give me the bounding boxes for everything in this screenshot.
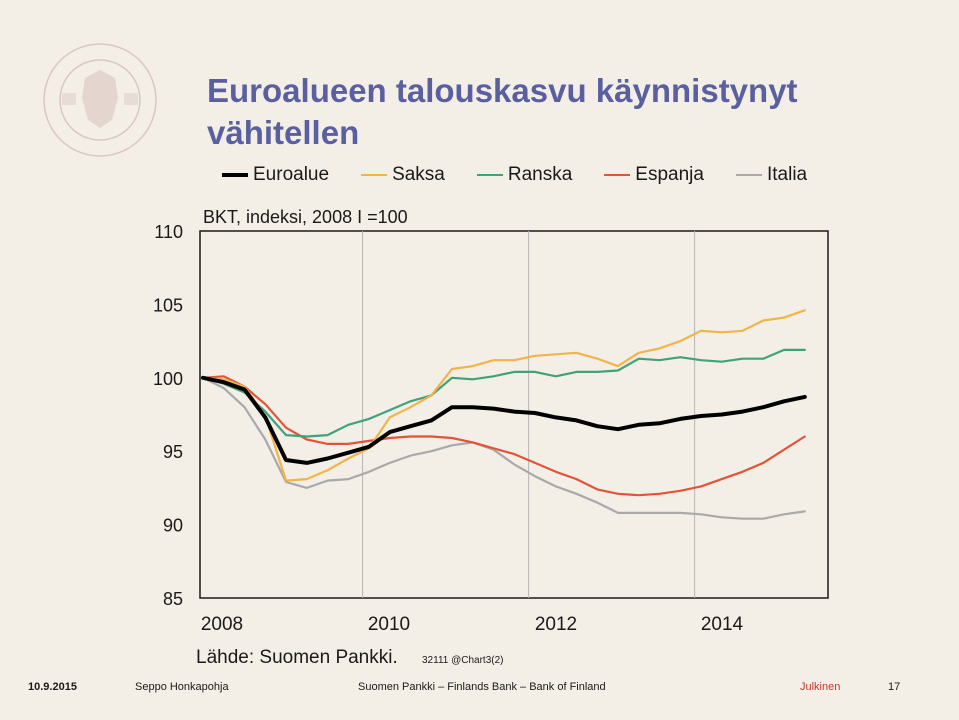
- series-line-ranska: [201, 348, 806, 438]
- y-tick-label-110: 110: [154, 222, 183, 242]
- y-tick-label-105: 105: [153, 295, 183, 315]
- y-tick-label-100: 100: [153, 369, 183, 389]
- chart-legend: Euroalue Saksa Ranska Espanja Italia: [222, 162, 839, 188]
- x-tick-label-2008: 2008: [201, 614, 243, 635]
- legend-swatch-italia: [735, 174, 762, 176]
- legend-swatch-saksa: [361, 174, 388, 176]
- x-tick-label-2010: 2010: [368, 614, 410, 635]
- chart-subtitle: BKT, indeksi, 2008 I =100: [203, 207, 408, 227]
- slide-footer: 10.9.2015 Seppo Honkapohja Suomen Pankki…: [0, 678, 959, 698]
- legend-swatch-ranska: [476, 174, 503, 176]
- footer-author: Seppo Honkapohja: [135, 681, 229, 693]
- source-text: Lähde: Suomen Pankki.: [196, 647, 398, 668]
- legend-item-ranska: Ranska: [476, 164, 573, 186]
- y-tick-label-90: 90: [163, 516, 183, 536]
- slide-title: Euroalueen talouskasvu käynnistynyt vähi…: [207, 72, 798, 151]
- legend-label-ranska: Ranska: [507, 164, 573, 185]
- series-line-espanja: [201, 375, 806, 497]
- footer-date: 10.9.2015: [28, 681, 77, 693]
- legend-label-euroalue: Euroalue: [253, 164, 330, 185]
- bank-seal-logo: [43, 43, 157, 157]
- legend-item-euroalue: Euroalue: [222, 164, 329, 186]
- legend-item-italia: Italia: [735, 164, 808, 186]
- series-line-saksa: [201, 309, 806, 482]
- y-tick-label-95: 95: [163, 442, 183, 462]
- legend-item-saksa: Saksa: [361, 164, 445, 186]
- footer-organization: Suomen Pankki – Finlands Bank – Bank of …: [358, 681, 606, 693]
- series-line-italia: [201, 376, 806, 520]
- legend-label-italia: Italia: [766, 164, 808, 185]
- legend-swatch-espanja: [604, 174, 631, 176]
- source-code: 32111 @Chart3(2): [422, 655, 504, 666]
- footer-page-number: 17: [888, 681, 901, 693]
- x-tick-label-2014: 2014: [701, 614, 744, 635]
- legend-label-espanja: Espanja: [635, 164, 704, 185]
- footer-classification: Julkinen: [800, 681, 841, 693]
- x-tick-label-2012: 2012: [535, 614, 577, 635]
- y-tick-label-85: 85: [163, 589, 183, 609]
- legend-swatch-euroalue: [222, 173, 248, 177]
- legend-label-saksa: Saksa: [392, 164, 445, 185]
- series-line-euroalue: [201, 375, 807, 465]
- legend-item-espanja: Espanja: [604, 164, 704, 186]
- plot-frame: [199, 230, 829, 599]
